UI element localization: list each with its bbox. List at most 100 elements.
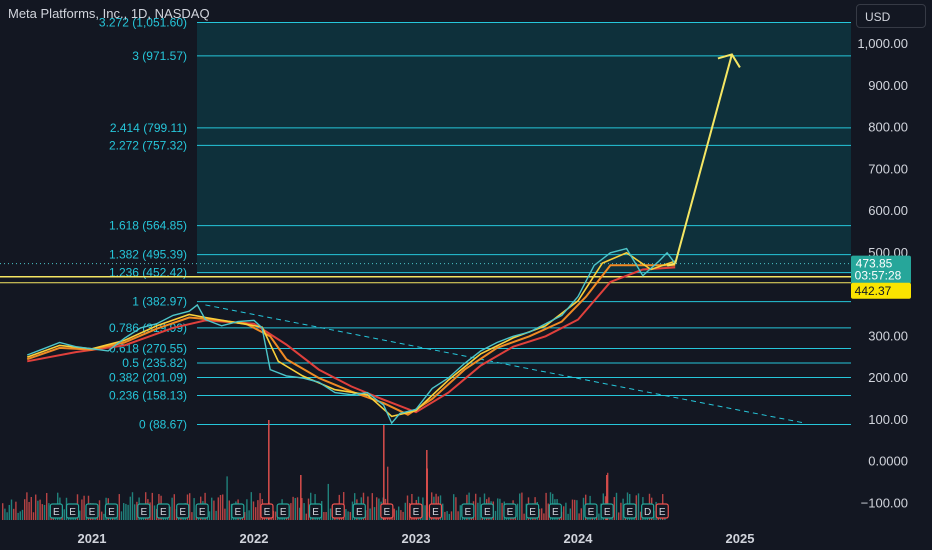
earnings-marker: D [641,503,655,519]
volume-bar [307,498,310,520]
fib-label-1.618: 1.618 (564.85) [109,219,187,233]
y-tick-label: 1,000.00 [857,36,908,51]
earnings-marker-label: E [141,507,148,518]
volume-bar [255,507,257,520]
volume-bar [497,498,499,520]
volume-bar [479,497,481,520]
earnings-marker-box [600,503,614,519]
volume-bar [620,502,622,520]
earnings-marker-box [480,503,494,519]
x-tick-label: 2025 [726,531,755,546]
volume-bar [136,501,138,520]
volume-spike [268,420,270,520]
earnings-marker-label: E [312,507,319,518]
earnings-marker: E [156,503,170,519]
marker-price-value: 442.37 [855,284,892,298]
volume-bar [446,511,448,520]
volume-bar [4,508,6,520]
volume-bar [171,497,173,520]
price-line [26,247,676,425]
volume-bar [424,505,426,520]
volume-bar [118,494,120,520]
earnings-marker: E [176,503,190,519]
earnings-marker-box [276,503,290,519]
earnings-marker: E [503,503,517,519]
earnings-marker-label: E [264,507,271,518]
y-tick-label: 800.00 [868,120,908,135]
time-axis[interactable]: 2021 2022 2023 2024 2025 [78,531,755,546]
volume-bar [83,495,85,520]
earnings-marker-box [352,503,366,519]
volume-bar [571,499,574,520]
volume-bar [398,506,400,520]
volume-bar [244,512,246,520]
volume-bar [15,501,17,520]
volume-bar [131,492,134,520]
volume-bar [329,508,332,520]
current-price-badge [851,255,911,284]
earnings-marker-box [623,503,637,519]
earnings-marker: E [104,503,119,519]
fib-extension-zone [197,22,851,273]
x-tick-label: 2021 [78,531,107,546]
volume-bar [305,513,307,520]
volume-bar [367,496,369,520]
volume-bar [395,510,398,520]
volume-bar [39,499,41,520]
volume-bar [444,511,446,520]
earnings-marker: E [49,503,63,519]
volume-spike [606,475,608,520]
volume-bar [250,492,252,520]
fib-label-0.236: 0.236 (158.13) [109,388,187,402]
earnings-marker-label: E [604,507,611,518]
y-tick-label: 600.00 [868,203,908,218]
volume-bar [222,494,224,520]
volume-bar [501,502,503,520]
volume-bar [129,496,131,520]
volume-bar [211,497,213,520]
volume-bar [543,513,545,520]
volume-bar [637,493,640,520]
earnings-marker-box [137,503,151,519]
earnings-marker-box [461,503,475,519]
volume-bar [274,511,277,520]
volume-bar [369,508,371,520]
earnings-marker: E [331,503,345,519]
volume-bar [323,511,325,520]
volume-bar [580,508,582,520]
volume-bar [442,503,444,520]
volume-bar [351,501,354,520]
volume-bar [127,504,129,520]
projection-arrow-base [666,262,676,267]
volume-bar [215,510,217,520]
earnings-marker-label: E [108,507,115,518]
volume-bar [81,499,83,520]
volume-bar [292,496,294,520]
volume-bar [345,509,347,520]
earnings-marker-label: E [160,507,167,518]
earnings-marker-box [503,503,517,519]
volume-bar [373,507,376,520]
earnings-marker-box [156,503,170,519]
price-axis[interactable]: 1,000.00900.00800.00700.00600.00500.0030… [857,36,908,510]
volume-bar [30,496,32,520]
volume-bar [191,512,193,520]
y-tick-label: −100.00 [861,495,908,510]
volume-bar [598,513,600,520]
earnings-marker-label: E [335,507,342,518]
volume-bar [325,512,327,520]
earnings-marker-label: E [413,507,420,518]
volume-bar [228,500,230,520]
earnings-marker: E [380,503,394,519]
fib-label-3: 3 (971.57) [132,49,187,63]
volume-bar [193,498,195,520]
volume-bar [448,513,450,520]
volume-bar [169,506,171,520]
earnings-marker-label: E [552,507,559,518]
volume-spike [300,475,302,520]
currency-selector[interactable]: USD [856,4,926,28]
volume-bar [523,513,525,520]
volume-bar [208,511,211,520]
volume-bar [347,511,349,520]
